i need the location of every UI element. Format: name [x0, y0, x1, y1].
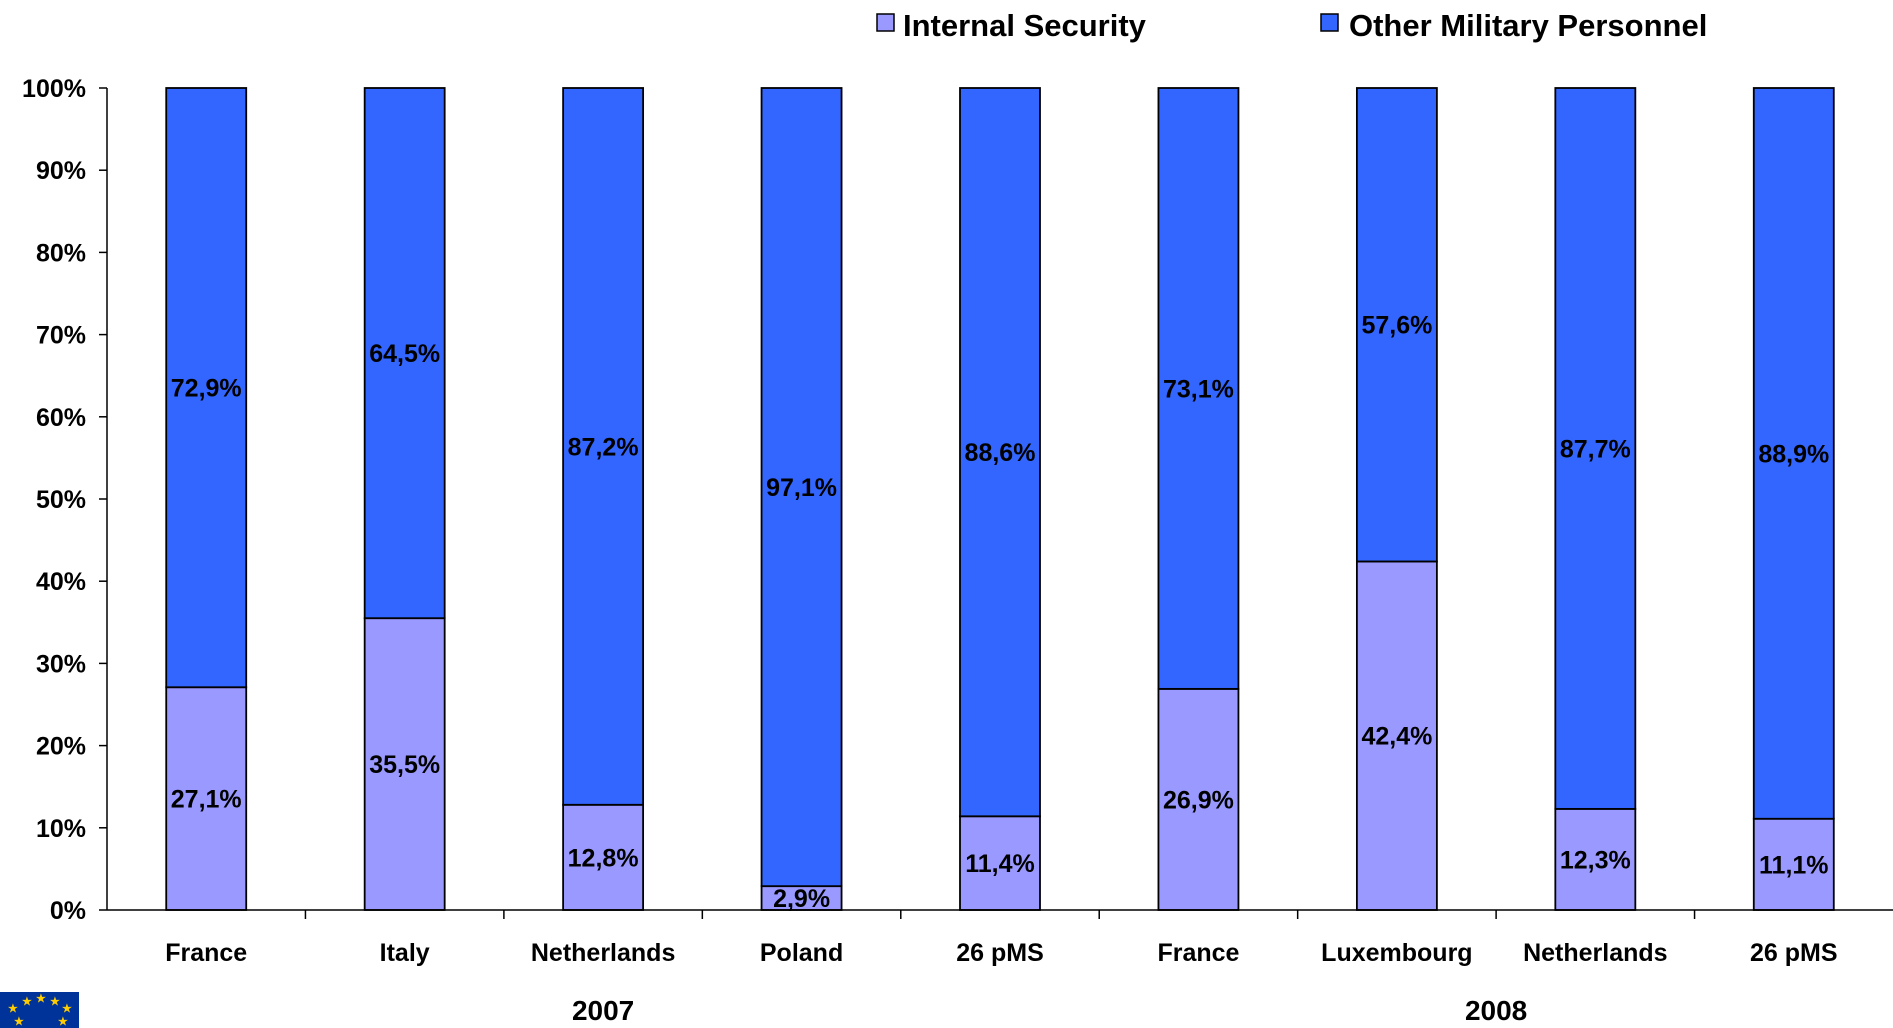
data-label: 88,6% [965, 439, 1036, 467]
data-label: 27,1% [171, 786, 242, 814]
bar-segment-other-military-personnel [363, 87, 446, 620]
data-label: 35,5% [369, 751, 440, 779]
data-label: 88,9% [1758, 440, 1829, 468]
bar-segment-other-military-personnel [1752, 87, 1835, 820]
x-tick-label: Netherlands [531, 939, 675, 967]
svg-text:★: ★ [62, 1003, 72, 1015]
group-label: 2007 [572, 995, 634, 1026]
y-axis: 0% 10% 20% 30% 40% 50% 60% 70% 80% 90% 100% [22, 75, 108, 925]
bar-segment-internal-security [165, 686, 248, 911]
y-tick-label: 90% [36, 157, 86, 185]
bar-segment-other-military-personnel [760, 87, 843, 888]
data-labels: 27,1% 72,9% 35,5% 64,5% 12,8% 87,2% 2,9% 97,1% 1… [171, 312, 1829, 913]
svg-text:★: ★ [58, 1016, 68, 1028]
legend-label-internal-security: Internal Security [903, 8, 1147, 43]
group-labels: 2007 2008 [572, 995, 1527, 1026]
bar-segment-other-military-personnel [959, 87, 1041, 818]
data-label: 42,4% [1361, 723, 1432, 751]
data-label: 26,9% [1163, 786, 1234, 814]
legend-label-other-military-personnel: Other Military Personnel [1349, 8, 1707, 43]
x-tick-label: 26 pMS [956, 939, 1044, 967]
y-tick-label: 40% [36, 568, 86, 596]
y-tick-label: 10% [36, 815, 86, 843]
bars [165, 87, 1835, 911]
group-label: 2008 [1465, 995, 1527, 1026]
y-tick-label: 70% [36, 322, 86, 350]
bar-segment-other-military-personnel [1157, 87, 1240, 690]
data-label: 11,1% [1759, 851, 1829, 879]
x-tick-label: Italy [380, 939, 430, 967]
data-label: 97,1% [766, 474, 837, 502]
svg-text:★: ★ [14, 1016, 24, 1028]
bar-segment-other-military-personnel [165, 87, 248, 689]
x-tick-label: France [1157, 939, 1239, 967]
y-tick-label: 80% [36, 239, 86, 267]
svg-text:★: ★ [22, 996, 32, 1008]
bar-segment-internal-security [959, 815, 1041, 911]
legend-swatch-internal-security [876, 13, 895, 32]
bar-segment-internal-security [1157, 687, 1240, 911]
y-tick-label: 100% [22, 75, 86, 103]
x-axis: France Italy Netherlands Poland 26 pMS France… [107, 909, 1893, 967]
bar-segment-other-military-personnel [1355, 87, 1438, 563]
data-label: 57,6% [1361, 312, 1432, 340]
eu-flag-logo: ★ ★ ★ ★ ★ ★ ★ [0, 992, 79, 1028]
svg-text:★: ★ [36, 993, 46, 1005]
x-tick-label: Luxembourg [1321, 939, 1472, 967]
y-tick-label: 60% [36, 404, 86, 432]
data-label: 12,3% [1560, 846, 1631, 874]
x-tick-label: Netherlands [1523, 939, 1667, 967]
bar-segment-internal-security [1554, 807, 1637, 911]
svg-text:★: ★ [50, 996, 60, 1008]
data-label: 12,8% [568, 844, 639, 872]
chart-legend: Internal Security Other Military Personn… [876, 8, 1707, 43]
bar-segment-other-military-personnel [1554, 87, 1637, 810]
x-tick-label: Poland [760, 939, 843, 967]
y-tick-label: 30% [36, 650, 86, 678]
data-label: 64,5% [369, 340, 440, 368]
bar-segment-other-military-personnel [562, 87, 645, 806]
svg-text:★: ★ [8, 1003, 18, 1015]
data-label: 87,2% [568, 433, 639, 461]
data-label: 72,9% [171, 375, 242, 403]
bar-segment-internal-security [1355, 560, 1438, 911]
data-label: 2,9% [773, 885, 830, 913]
data-label: 73,1% [1163, 375, 1234, 403]
y-tick-label: 20% [36, 733, 86, 761]
data-label: 11,4% [965, 850, 1035, 878]
y-tick-label: 0% [50, 897, 86, 925]
y-tick-label: 50% [36, 486, 86, 514]
data-label: 87,7% [1560, 435, 1631, 463]
x-tick-label: 26 pMS [1750, 939, 1838, 967]
x-tick-label: France [165, 939, 247, 967]
legend-swatch-other-military-personnel [1320, 13, 1339, 32]
